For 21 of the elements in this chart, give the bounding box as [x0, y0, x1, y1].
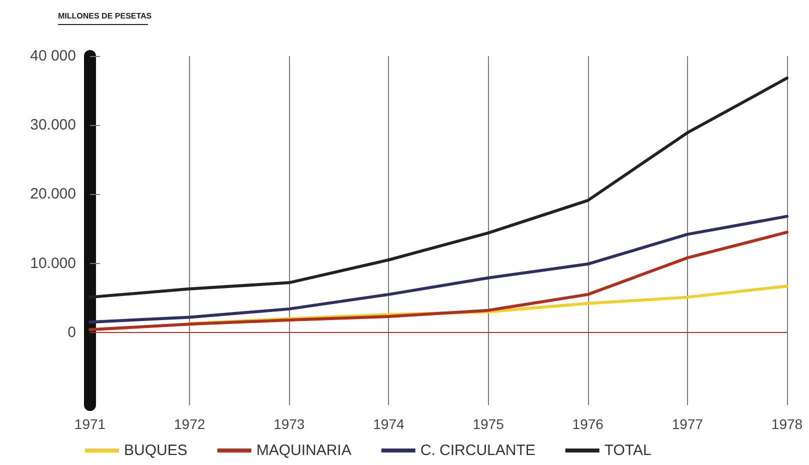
y-axis-title: MILLONES DE PESETAS [58, 12, 152, 20]
line-series [88, 230, 788, 332]
y-tick-label: 40 000 [30, 48, 76, 64]
y-tick-label: 10.000 [30, 254, 76, 272]
x-tick-label: 1975 [472, 416, 504, 432]
legend-label: MAQUINARIA [256, 442, 352, 459]
x-tick-label: 1976 [572, 416, 604, 432]
y-tick-label: 0 [68, 324, 76, 341]
x-tick-label: 1971 [74, 416, 106, 432]
x-tick-label: 1978 [771, 416, 803, 432]
x-tick-label: 1977 [672, 416, 704, 432]
y-tick-label: 30.000 [30, 116, 76, 134]
x-tick-label: 1972 [174, 416, 206, 432]
line-series [88, 76, 788, 299]
x-tick-label: 1973 [274, 416, 305, 432]
legend-label: TOTAL [604, 442, 652, 459]
x-tick-label: 1974 [373, 416, 404, 432]
line-series [88, 214, 788, 324]
legend-label: BUQUES [124, 442, 188, 459]
y-tick-label: 20.000 [30, 186, 76, 203]
legend-label: C. CIRCULANTE [420, 442, 536, 459]
